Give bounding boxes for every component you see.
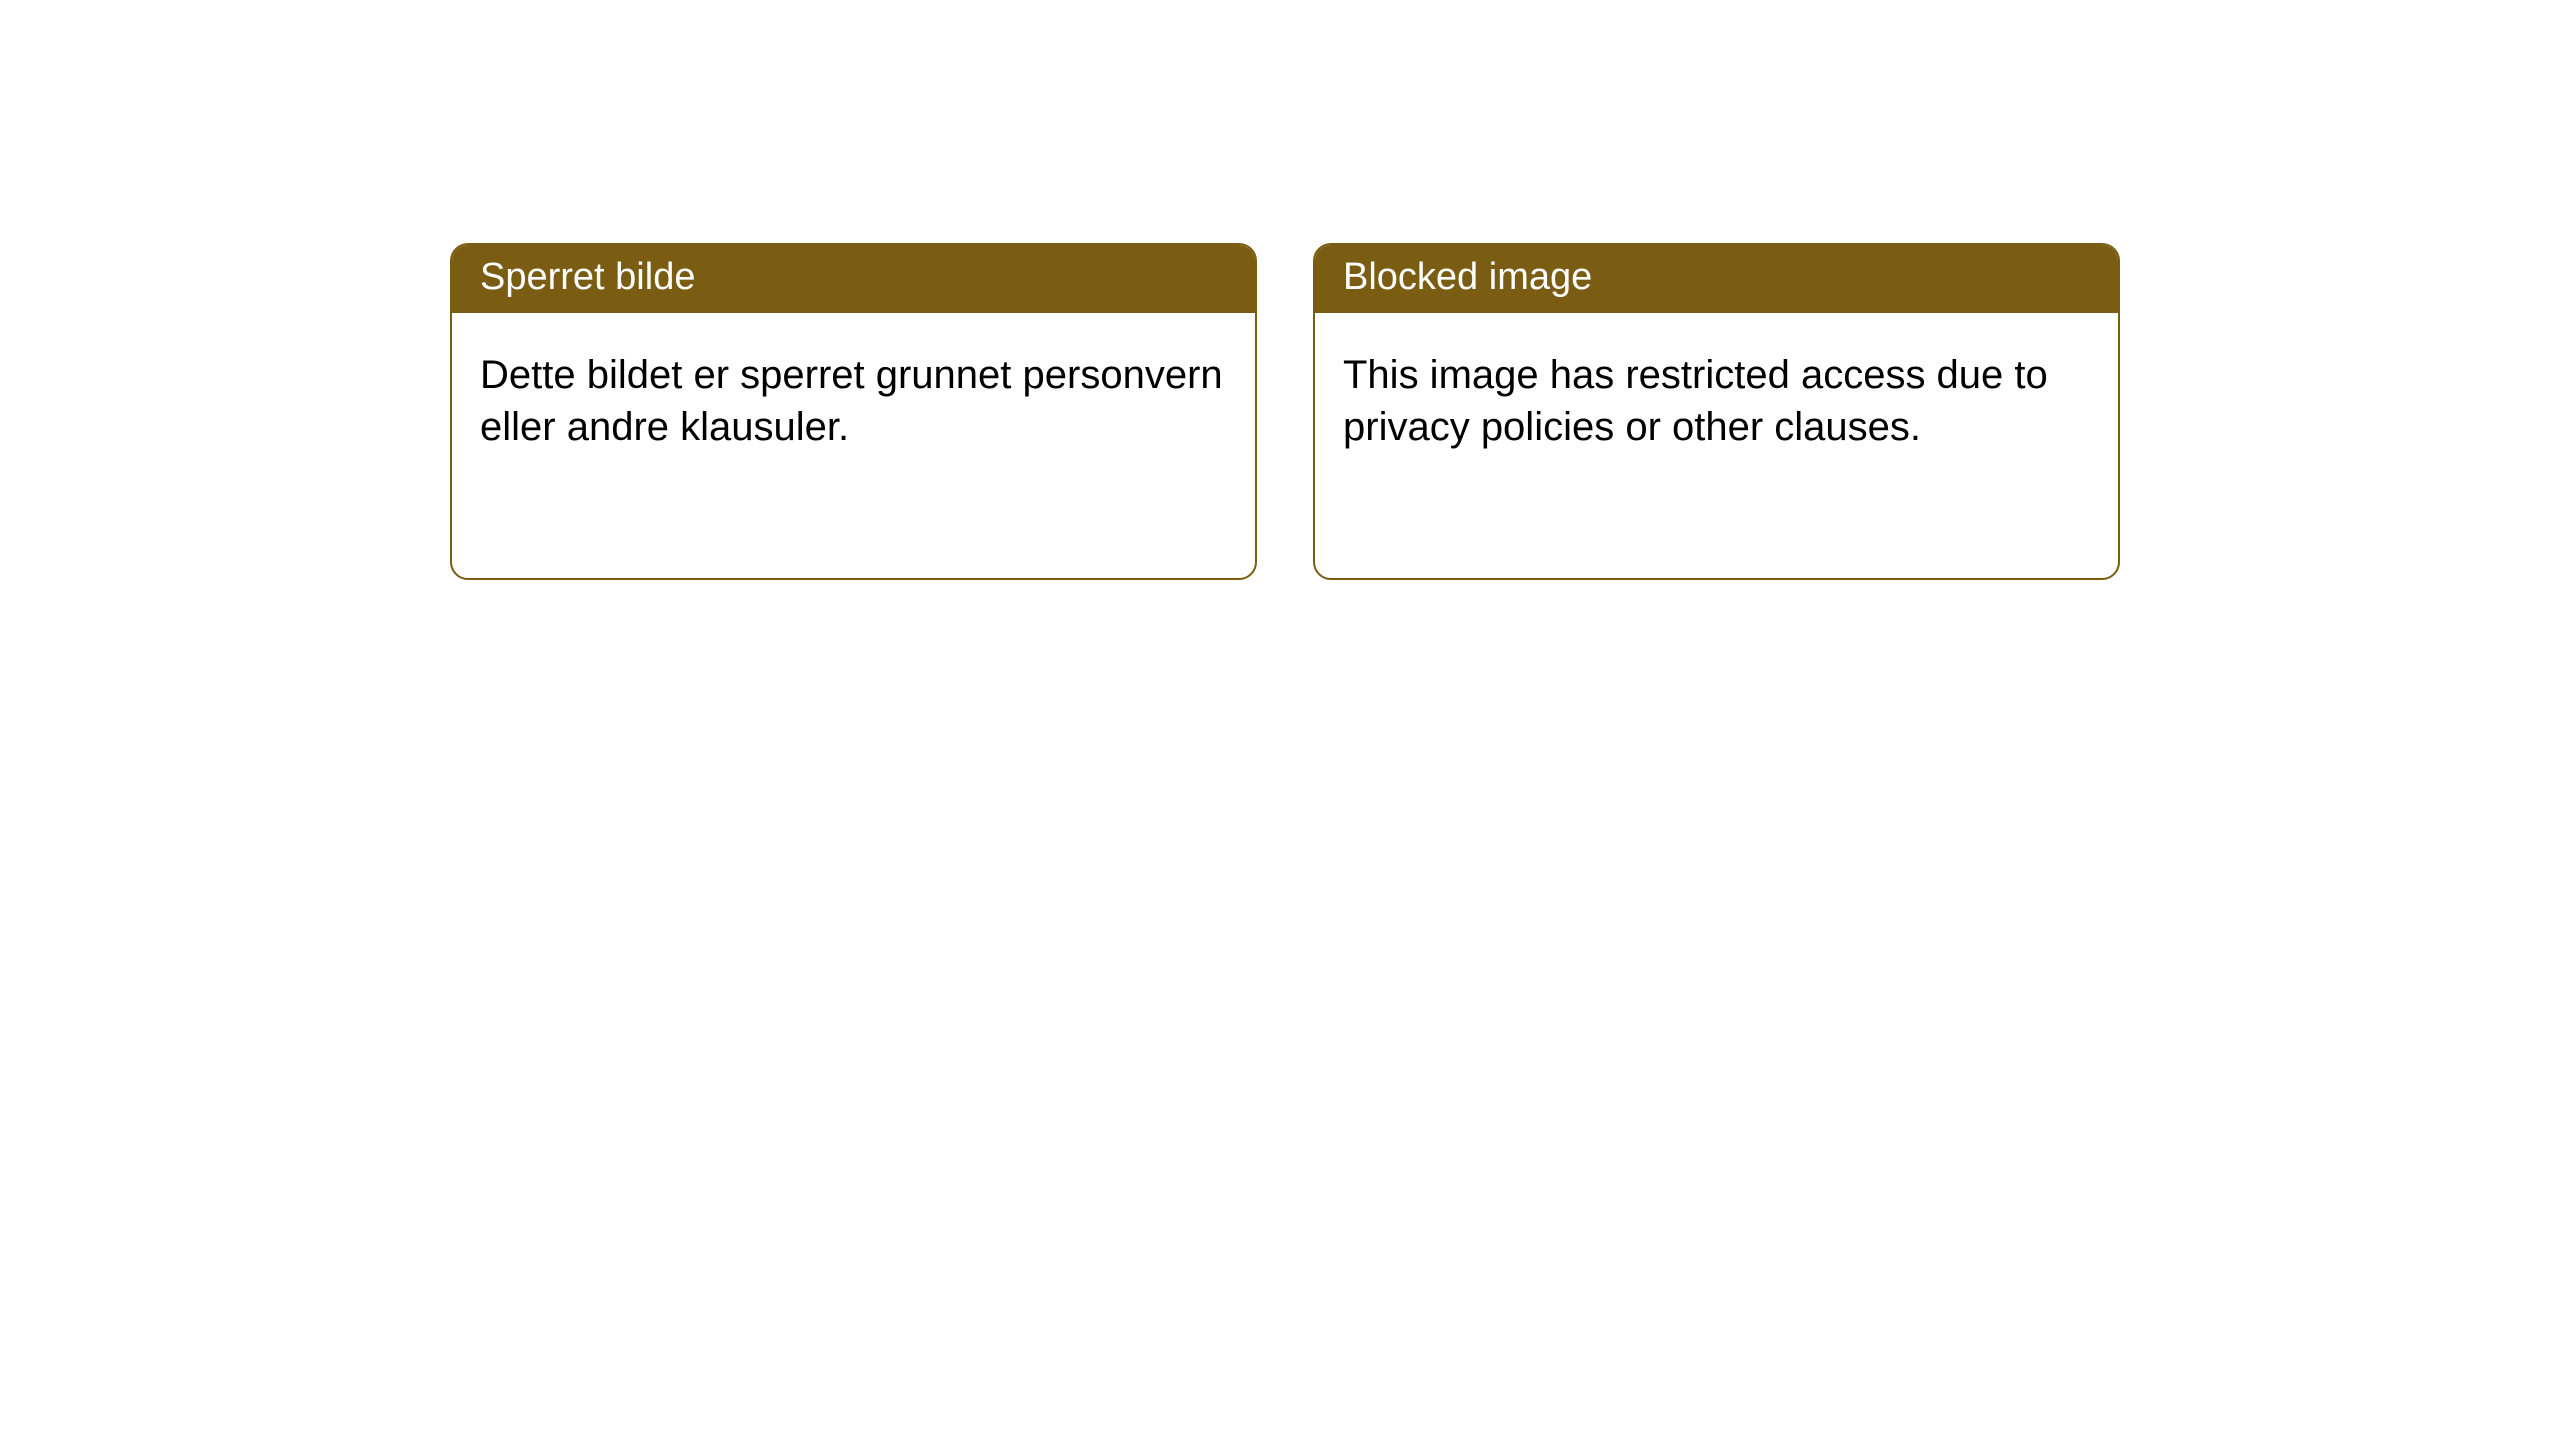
card-body: This image has restricted access due to … — [1315, 313, 2118, 481]
card-header: Blocked image — [1315, 245, 2118, 313]
card-body: Dette bildet er sperret grunnet personve… — [452, 313, 1255, 481]
notice-container: Sperret bilde Dette bildet er sperret gr… — [0, 0, 2560, 580]
notice-card-norwegian: Sperret bilde Dette bildet er sperret gr… — [450, 243, 1257, 580]
card-header: Sperret bilde — [452, 245, 1255, 313]
notice-card-english: Blocked image This image has restricted … — [1313, 243, 2120, 580]
